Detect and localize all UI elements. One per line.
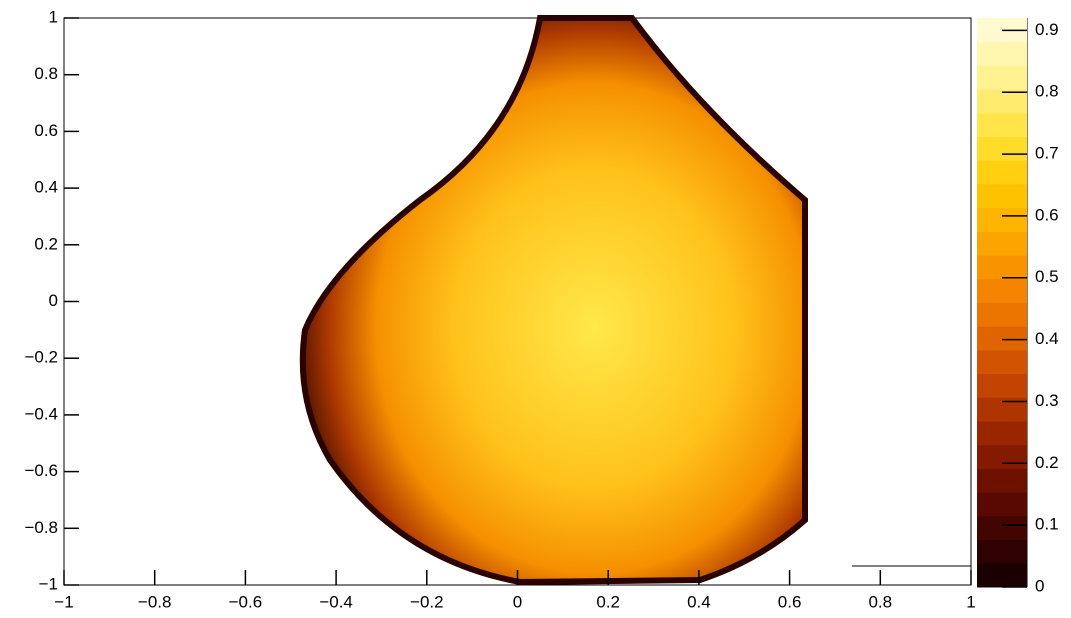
colorbar-band	[977, 112, 1027, 138]
colorbar-band	[977, 563, 1027, 588]
colorbar-band	[977, 278, 1027, 303]
x-tick-label: 0.2	[596, 592, 620, 611]
colorbar-band	[977, 231, 1027, 256]
z-tick-label: 0.5	[1035, 267, 1059, 286]
y-tick-label: 0.2	[34, 234, 58, 253]
heatmap-image	[299, 15, 808, 586]
x-tick-label: −1	[54, 592, 73, 611]
colorbar-band	[977, 421, 1027, 446]
x-tick-label: −0.6	[229, 592, 263, 611]
colorbar-band	[977, 136, 1027, 161]
y-tick-label: 0.4	[34, 178, 58, 197]
x-tick-label: −0.8	[138, 592, 172, 611]
y-tick-label: 0.8	[34, 64, 58, 83]
colorbar-band	[977, 41, 1027, 66]
y-tick-label: −0.6	[24, 461, 58, 480]
colorbar-band	[977, 207, 1027, 232]
y-tick-label: 1	[49, 7, 58, 26]
z-tick-label: 0.4	[1035, 329, 1059, 348]
z-tick-label: 0.6	[1035, 205, 1059, 224]
colorbar-band	[977, 444, 1027, 469]
colorbar-band	[977, 539, 1027, 564]
y-tick-label: −0.2	[24, 348, 58, 367]
colorbar-band	[977, 65, 1027, 90]
x-tick-label: 0.8	[868, 592, 892, 611]
y-tick-label: 0.6	[34, 121, 58, 140]
colorbar-band	[977, 183, 1027, 209]
x-tick-label: 0.6	[778, 592, 802, 611]
colorbar-band	[977, 373, 1027, 398]
colorbar-band	[977, 89, 1027, 114]
y-tick-label: −0.4	[24, 404, 58, 423]
z-tick-label: 0.2	[1035, 453, 1059, 472]
colorbar-band	[977, 302, 1027, 327]
z-tick-label: 0.1	[1035, 515, 1059, 534]
x-tick-label: 0	[513, 592, 522, 611]
x-tick-label: 0.4	[687, 592, 711, 611]
x-tick-label: 1	[966, 592, 975, 611]
colorbar-band	[977, 160, 1027, 185]
y-tick-label: −0.8	[24, 518, 58, 537]
z-tick-label: 0	[1035, 576, 1044, 595]
z-tick-label: 0.3	[1035, 391, 1059, 410]
colorbar-band	[977, 349, 1027, 375]
x-tick-label: −0.2	[410, 592, 444, 611]
z-tick-label: 0.8	[1035, 82, 1059, 101]
colorbar-band	[977, 326, 1027, 351]
colorbar-band	[977, 492, 1027, 517]
y-tick-label: 0	[49, 291, 58, 310]
y-tick-label: −1	[39, 574, 58, 593]
z-tick-label: 0.9	[1035, 20, 1059, 39]
z-tick-label: 0.7	[1035, 144, 1059, 163]
x-tick-label: −0.4	[319, 592, 353, 611]
colorbar-band	[977, 468, 1027, 493]
colorbar-band	[977, 255, 1027, 280]
colorbar-band	[977, 515, 1027, 541]
